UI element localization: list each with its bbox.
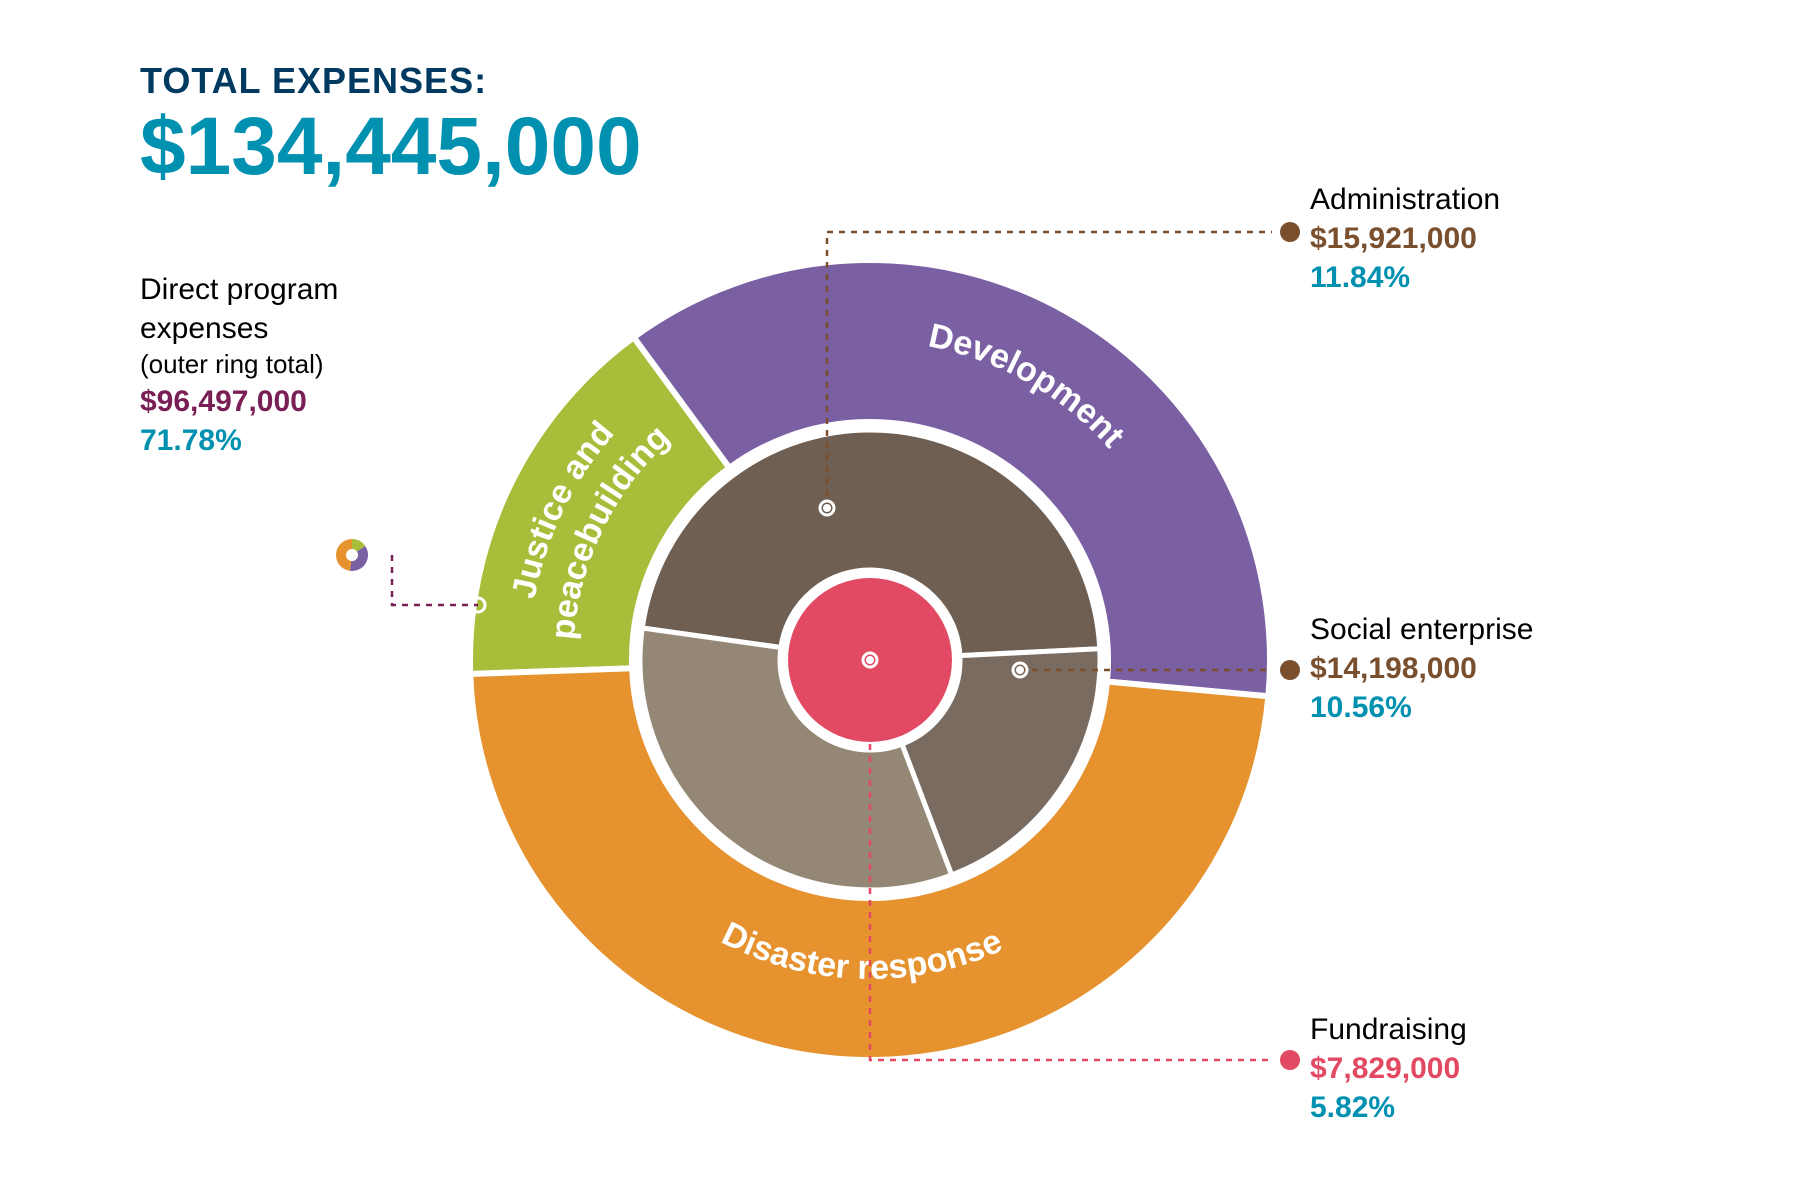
leader-dot-fundraising [1280,1050,1300,1070]
expenses-infographic: TOTAL EXPENSES: $134,445,000 Justice and… [0,0,1800,1200]
leader-dot-social_enterprise [1280,660,1300,680]
callout-fundraising: Fundraising$7,829,0005.82% [1310,1010,1467,1127]
callout-administration: Administration$15,921,00011.84% [1310,180,1500,297]
leader-direct_program [392,555,478,605]
callout-social_enterprise: Social enterprise$14,198,00010.56% [1310,610,1533,727]
leader-dot-administration [1280,222,1300,242]
callout-direct_program: Direct programexpenses(outer ring total)… [140,270,338,460]
donut-chart: Justice andpeacebuildingDevelopmentDisas… [0,0,1800,1200]
